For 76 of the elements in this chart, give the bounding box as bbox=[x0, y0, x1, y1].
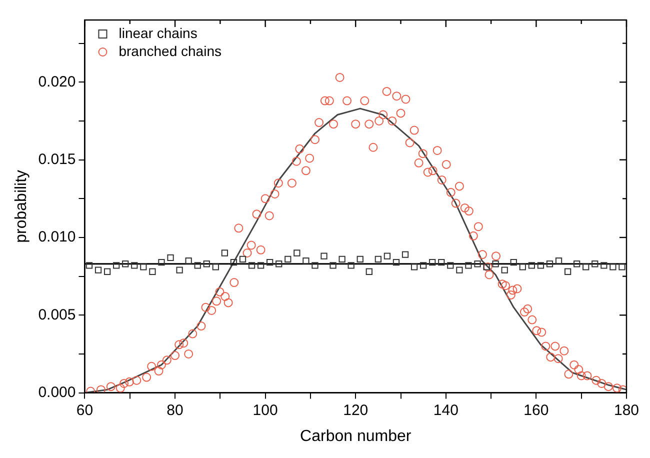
y-tick-label: 0.005 bbox=[38, 306, 76, 324]
point bbox=[555, 257, 562, 264]
point bbox=[600, 262, 608, 269]
point bbox=[483, 264, 490, 270]
point bbox=[510, 258, 517, 266]
point bbox=[474, 260, 481, 268]
point bbox=[122, 260, 129, 268]
point bbox=[212, 264, 219, 270]
point bbox=[194, 262, 201, 269]
y-axis-title: probability bbox=[13, 170, 30, 243]
point bbox=[582, 264, 590, 270]
point bbox=[239, 256, 246, 263]
x-axis-title: Carbon number bbox=[300, 428, 412, 445]
point bbox=[356, 256, 364, 263]
point bbox=[230, 258, 238, 266]
x-tick-label: 180 bbox=[614, 402, 639, 419]
x-tick-label: 140 bbox=[433, 402, 458, 419]
point bbox=[402, 251, 409, 258]
point bbox=[185, 257, 192, 264]
point bbox=[86, 262, 93, 269]
point bbox=[564, 268, 572, 275]
point bbox=[429, 258, 436, 266]
point bbox=[592, 260, 598, 268]
point bbox=[519, 264, 526, 270]
point bbox=[284, 256, 292, 263]
point bbox=[537, 262, 544, 269]
point bbox=[140, 264, 147, 270]
point bbox=[131, 262, 138, 269]
y-tick-label: 0.015 bbox=[38, 150, 76, 168]
point bbox=[320, 252, 328, 260]
point bbox=[501, 266, 508, 274]
point bbox=[248, 262, 256, 269]
point bbox=[104, 268, 111, 275]
point bbox=[203, 260, 210, 268]
point bbox=[302, 257, 310, 264]
point bbox=[447, 262, 454, 269]
point bbox=[366, 268, 372, 275]
point bbox=[276, 260, 282, 268]
y-tick-label: 0.000 bbox=[38, 384, 76, 401]
point bbox=[546, 260, 554, 268]
point bbox=[94, 266, 102, 274]
legend-label: branched chains bbox=[118, 42, 222, 59]
x-tick-label: 80 bbox=[166, 402, 184, 419]
x-tick-label: 120 bbox=[343, 402, 368, 419]
point bbox=[266, 258, 274, 266]
point bbox=[528, 262, 536, 269]
point bbox=[438, 258, 445, 266]
x-tick-label: 160 bbox=[524, 402, 549, 419]
point bbox=[330, 262, 336, 269]
point bbox=[465, 262, 472, 269]
point bbox=[618, 264, 626, 270]
point bbox=[312, 262, 318, 269]
y-tick-label: 0.020 bbox=[38, 73, 76, 90]
x-tick-label: 100 bbox=[252, 402, 278, 419]
point bbox=[221, 250, 228, 256]
point bbox=[492, 260, 499, 268]
point bbox=[167, 254, 174, 261]
point bbox=[338, 256, 346, 263]
point bbox=[456, 266, 463, 274]
point bbox=[420, 262, 427, 269]
point bbox=[257, 262, 264, 269]
point bbox=[392, 258, 400, 266]
point bbox=[384, 252, 391, 260]
y-tick-label: 0.010 bbox=[38, 228, 76, 246]
point bbox=[610, 264, 616, 270]
point bbox=[410, 264, 418, 270]
x-tick-label: 60 bbox=[76, 402, 94, 419]
point bbox=[176, 266, 183, 274]
point bbox=[348, 262, 354, 269]
point bbox=[573, 260, 580, 268]
point bbox=[294, 250, 300, 256]
point bbox=[113, 262, 120, 269]
point bbox=[158, 258, 165, 266]
point bbox=[374, 256, 382, 263]
point bbox=[149, 268, 156, 275]
legend-label: linear chains bbox=[118, 24, 198, 41]
